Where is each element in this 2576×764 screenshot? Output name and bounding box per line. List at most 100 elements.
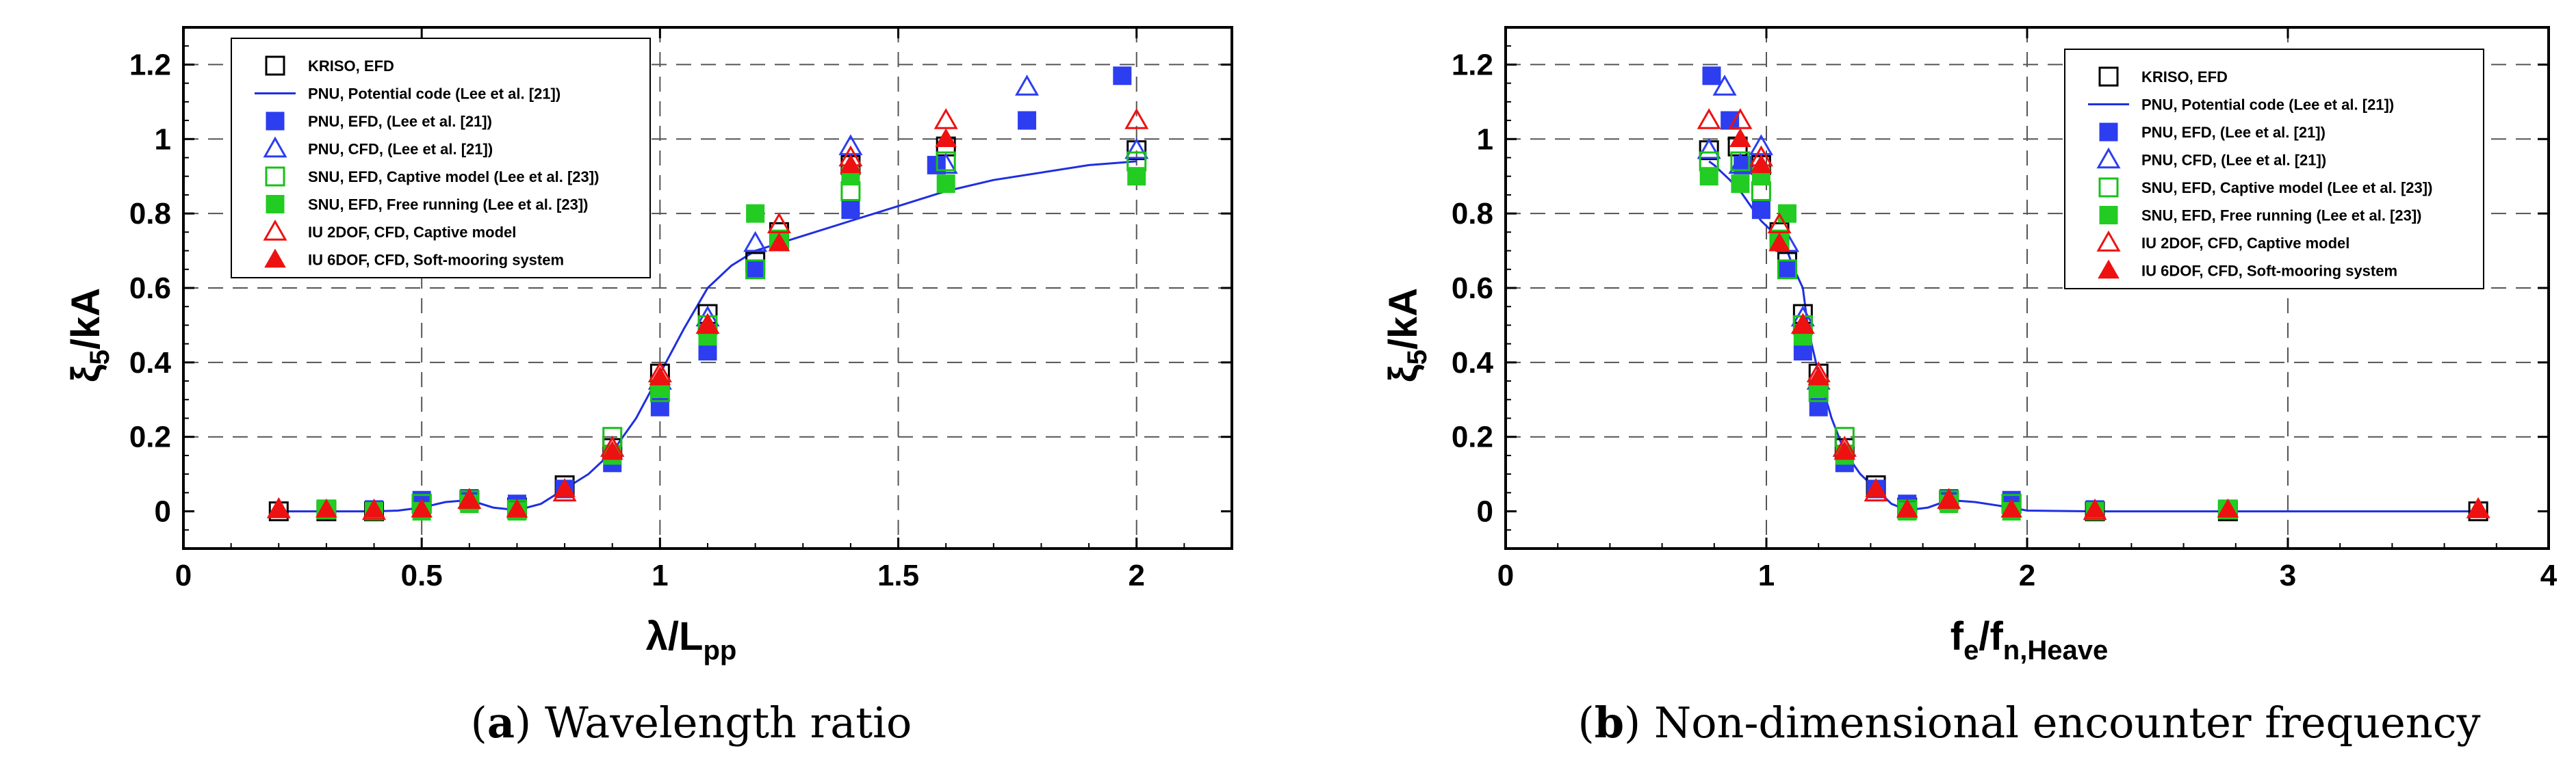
svg-text:ξ5/kA: ξ5/kA bbox=[1381, 288, 1432, 382]
caption-label: b bbox=[1595, 698, 1624, 748]
legend-label: KRISO, EFD bbox=[308, 57, 394, 75]
data-point-pnu_cfd bbox=[838, 134, 863, 155]
data-point-pnu_cfd bbox=[743, 230, 768, 252]
x-axis-title-main: λ/L bbox=[646, 614, 704, 659]
legend-label: PNU, CFD, (Lee et al. [21]) bbox=[2141, 152, 2326, 169]
legend-label: SNU, EFD, Free running (Lee et al. [23]) bbox=[308, 196, 589, 213]
legend-box bbox=[231, 38, 651, 278]
legend-symbol-iu6dof bbox=[2098, 259, 2120, 279]
data-point-iu6dof bbox=[601, 440, 623, 460]
y-tick-label: 0.6 bbox=[1452, 272, 1493, 305]
legend-symbol-kriso bbox=[2098, 66, 2119, 87]
x-tick-label: 0 bbox=[1497, 559, 1514, 592]
data-point-pnu_cfd bbox=[1712, 75, 1737, 96]
caption: (b) Non-dimensional encounter frequency bbox=[1577, 698, 2480, 748]
x-tick-label: 3 bbox=[2280, 559, 2296, 592]
legend-label: SNU, EFD, Captive model (Lee et al. [23]… bbox=[308, 168, 599, 185]
x-axis-title-main: f bbox=[1950, 614, 1964, 659]
legend-label: PNU, CFD, (Lee et al. [21]) bbox=[308, 141, 493, 158]
data-point-iu6dof bbox=[554, 477, 576, 497]
data-point-iu6dof bbox=[1768, 232, 1790, 252]
data-point-iu6dof bbox=[506, 498, 528, 518]
y-tick-label: 0.2 bbox=[129, 421, 171, 454]
data-point-iu2dof bbox=[767, 212, 791, 234]
caption-label: a bbox=[487, 698, 515, 748]
data-point-iu6dof bbox=[935, 128, 957, 147]
y-tick-label: 0.6 bbox=[129, 272, 171, 305]
x-tick-label: 1.5 bbox=[877, 559, 919, 592]
y-axis-title: ξ5/kA bbox=[64, 288, 115, 382]
y-tick-label: 0.4 bbox=[1452, 346, 1494, 380]
data-point-pnu_efd bbox=[841, 200, 860, 220]
legend-label: IU 6DOF, CFD, Soft-mooring system bbox=[2141, 263, 2397, 280]
legend-symbol-iu2dof bbox=[263, 220, 287, 241]
data-point-iu6dof bbox=[1807, 366, 1830, 386]
caption-text: Non-dimensional encounter frequency bbox=[1654, 698, 2481, 748]
x-axis-title: λ/Lpp bbox=[646, 614, 737, 666]
legend-symbol-pnu_cfd bbox=[263, 136, 287, 158]
legend-label: SNU, EFD, Free running (Lee et al. [23]) bbox=[2141, 207, 2422, 224]
legend-symbol-pnu_cfd bbox=[2096, 147, 2121, 169]
data-point-iu6dof bbox=[268, 498, 290, 518]
data-point-snu_free bbox=[1731, 174, 1750, 194]
y-axis-title-sub: 5 bbox=[85, 350, 115, 365]
x-tick-label: 0 bbox=[175, 559, 192, 592]
legend-symbol-snu_free bbox=[266, 195, 285, 213]
data-point-pnu_efd bbox=[1702, 66, 1721, 85]
data-point-iu6dof bbox=[315, 498, 337, 518]
data-point-iu6dof bbox=[840, 154, 862, 174]
y-tick-label: 0.8 bbox=[1452, 197, 1493, 230]
data-point-iu6dof bbox=[1750, 154, 1773, 174]
y-tick-label: 0 bbox=[1477, 495, 1493, 529]
legend: KRISO, EFD PNU, Potential code (Lee et al… bbox=[231, 38, 651, 278]
data-point-pnu_efd bbox=[1113, 66, 1132, 85]
y-tick-label: 0.2 bbox=[1452, 421, 1493, 454]
data-point-snu_free bbox=[1699, 167, 1718, 186]
data-point-iu6dof bbox=[697, 314, 719, 334]
y-tick-label: 1 bbox=[1477, 122, 1493, 156]
legend: KRISO, EFD PNU, Potential code (Lee et al… bbox=[2064, 49, 2484, 289]
legend-symbol-snu_capt bbox=[2098, 177, 2119, 198]
data-point-iu2dof bbox=[1124, 108, 1149, 129]
data-point-pnu_efd bbox=[746, 260, 765, 279]
data-series bbox=[1697, 66, 2490, 522]
data-point-iu6dof bbox=[768, 232, 790, 252]
data-point-snu_capt bbox=[1777, 259, 1797, 280]
data-point-pnu_efd bbox=[1751, 200, 1770, 220]
x-tick-label: 4 bbox=[2540, 559, 2558, 592]
data-point-iu6dof bbox=[1833, 440, 1856, 460]
data-point-pnu_efd bbox=[1018, 111, 1037, 130]
data-point-pnu_efd bbox=[1721, 111, 1740, 130]
y-tick-label: 0.8 bbox=[129, 197, 171, 230]
y-axis-title-sub: 5 bbox=[1402, 350, 1432, 365]
data-point-iu6dof bbox=[2467, 498, 2489, 518]
data-point-pnu_cfd bbox=[1124, 137, 1149, 159]
legend-label: PNU, EFD, (Lee et al. [21]) bbox=[2141, 124, 2326, 141]
data-point-iu2dof bbox=[933, 108, 958, 129]
x-axis-title: fe/fn,Heave bbox=[1950, 614, 2108, 666]
panel-b: 0 1 2 3 4 0 0.2 0.4 0.6 0.8 1 1.2 ξ5/kA fe/fn,Heav… bbox=[1381, 26, 2558, 748]
y-tick-label: 1.2 bbox=[1452, 48, 1493, 81]
data-point-snu_free bbox=[1127, 167, 1146, 186]
data-point-iu6dof bbox=[1937, 489, 1960, 508]
data-point-iu6dof bbox=[363, 498, 385, 518]
legend-label: PNU, EFD, (Lee et al. [21]) bbox=[308, 113, 492, 130]
y-tick-label: 0.4 bbox=[129, 346, 172, 380]
y-axis-title-rest: /kA bbox=[64, 288, 108, 350]
data-point-iu6dof bbox=[1865, 477, 1887, 497]
data-point-snu_free bbox=[1777, 204, 1796, 223]
y-axis-title-main: ξ bbox=[1381, 365, 1426, 382]
data-point-snu_free bbox=[936, 174, 955, 194]
data-point-iu2dof bbox=[1767, 212, 1792, 234]
data-point-snu_capt bbox=[1730, 151, 1751, 172]
x-tick-label: 0.5 bbox=[401, 559, 443, 592]
legend-symbol-kriso bbox=[265, 55, 285, 76]
legend-label: IU 6DOF, CFD, Soft-mooring system bbox=[308, 252, 564, 269]
data-point-iu6dof bbox=[1729, 128, 1751, 147]
y-axis-title-rest: /kA bbox=[1381, 288, 1426, 350]
data-point-iu6dof bbox=[649, 366, 671, 386]
caption: (a) Wavelength ratio bbox=[471, 698, 912, 748]
svg-text:ξ5/kA: ξ5/kA bbox=[64, 288, 115, 382]
legend-label: SNU, EFD, Captive model (Lee et al. [23]… bbox=[2141, 179, 2432, 196]
